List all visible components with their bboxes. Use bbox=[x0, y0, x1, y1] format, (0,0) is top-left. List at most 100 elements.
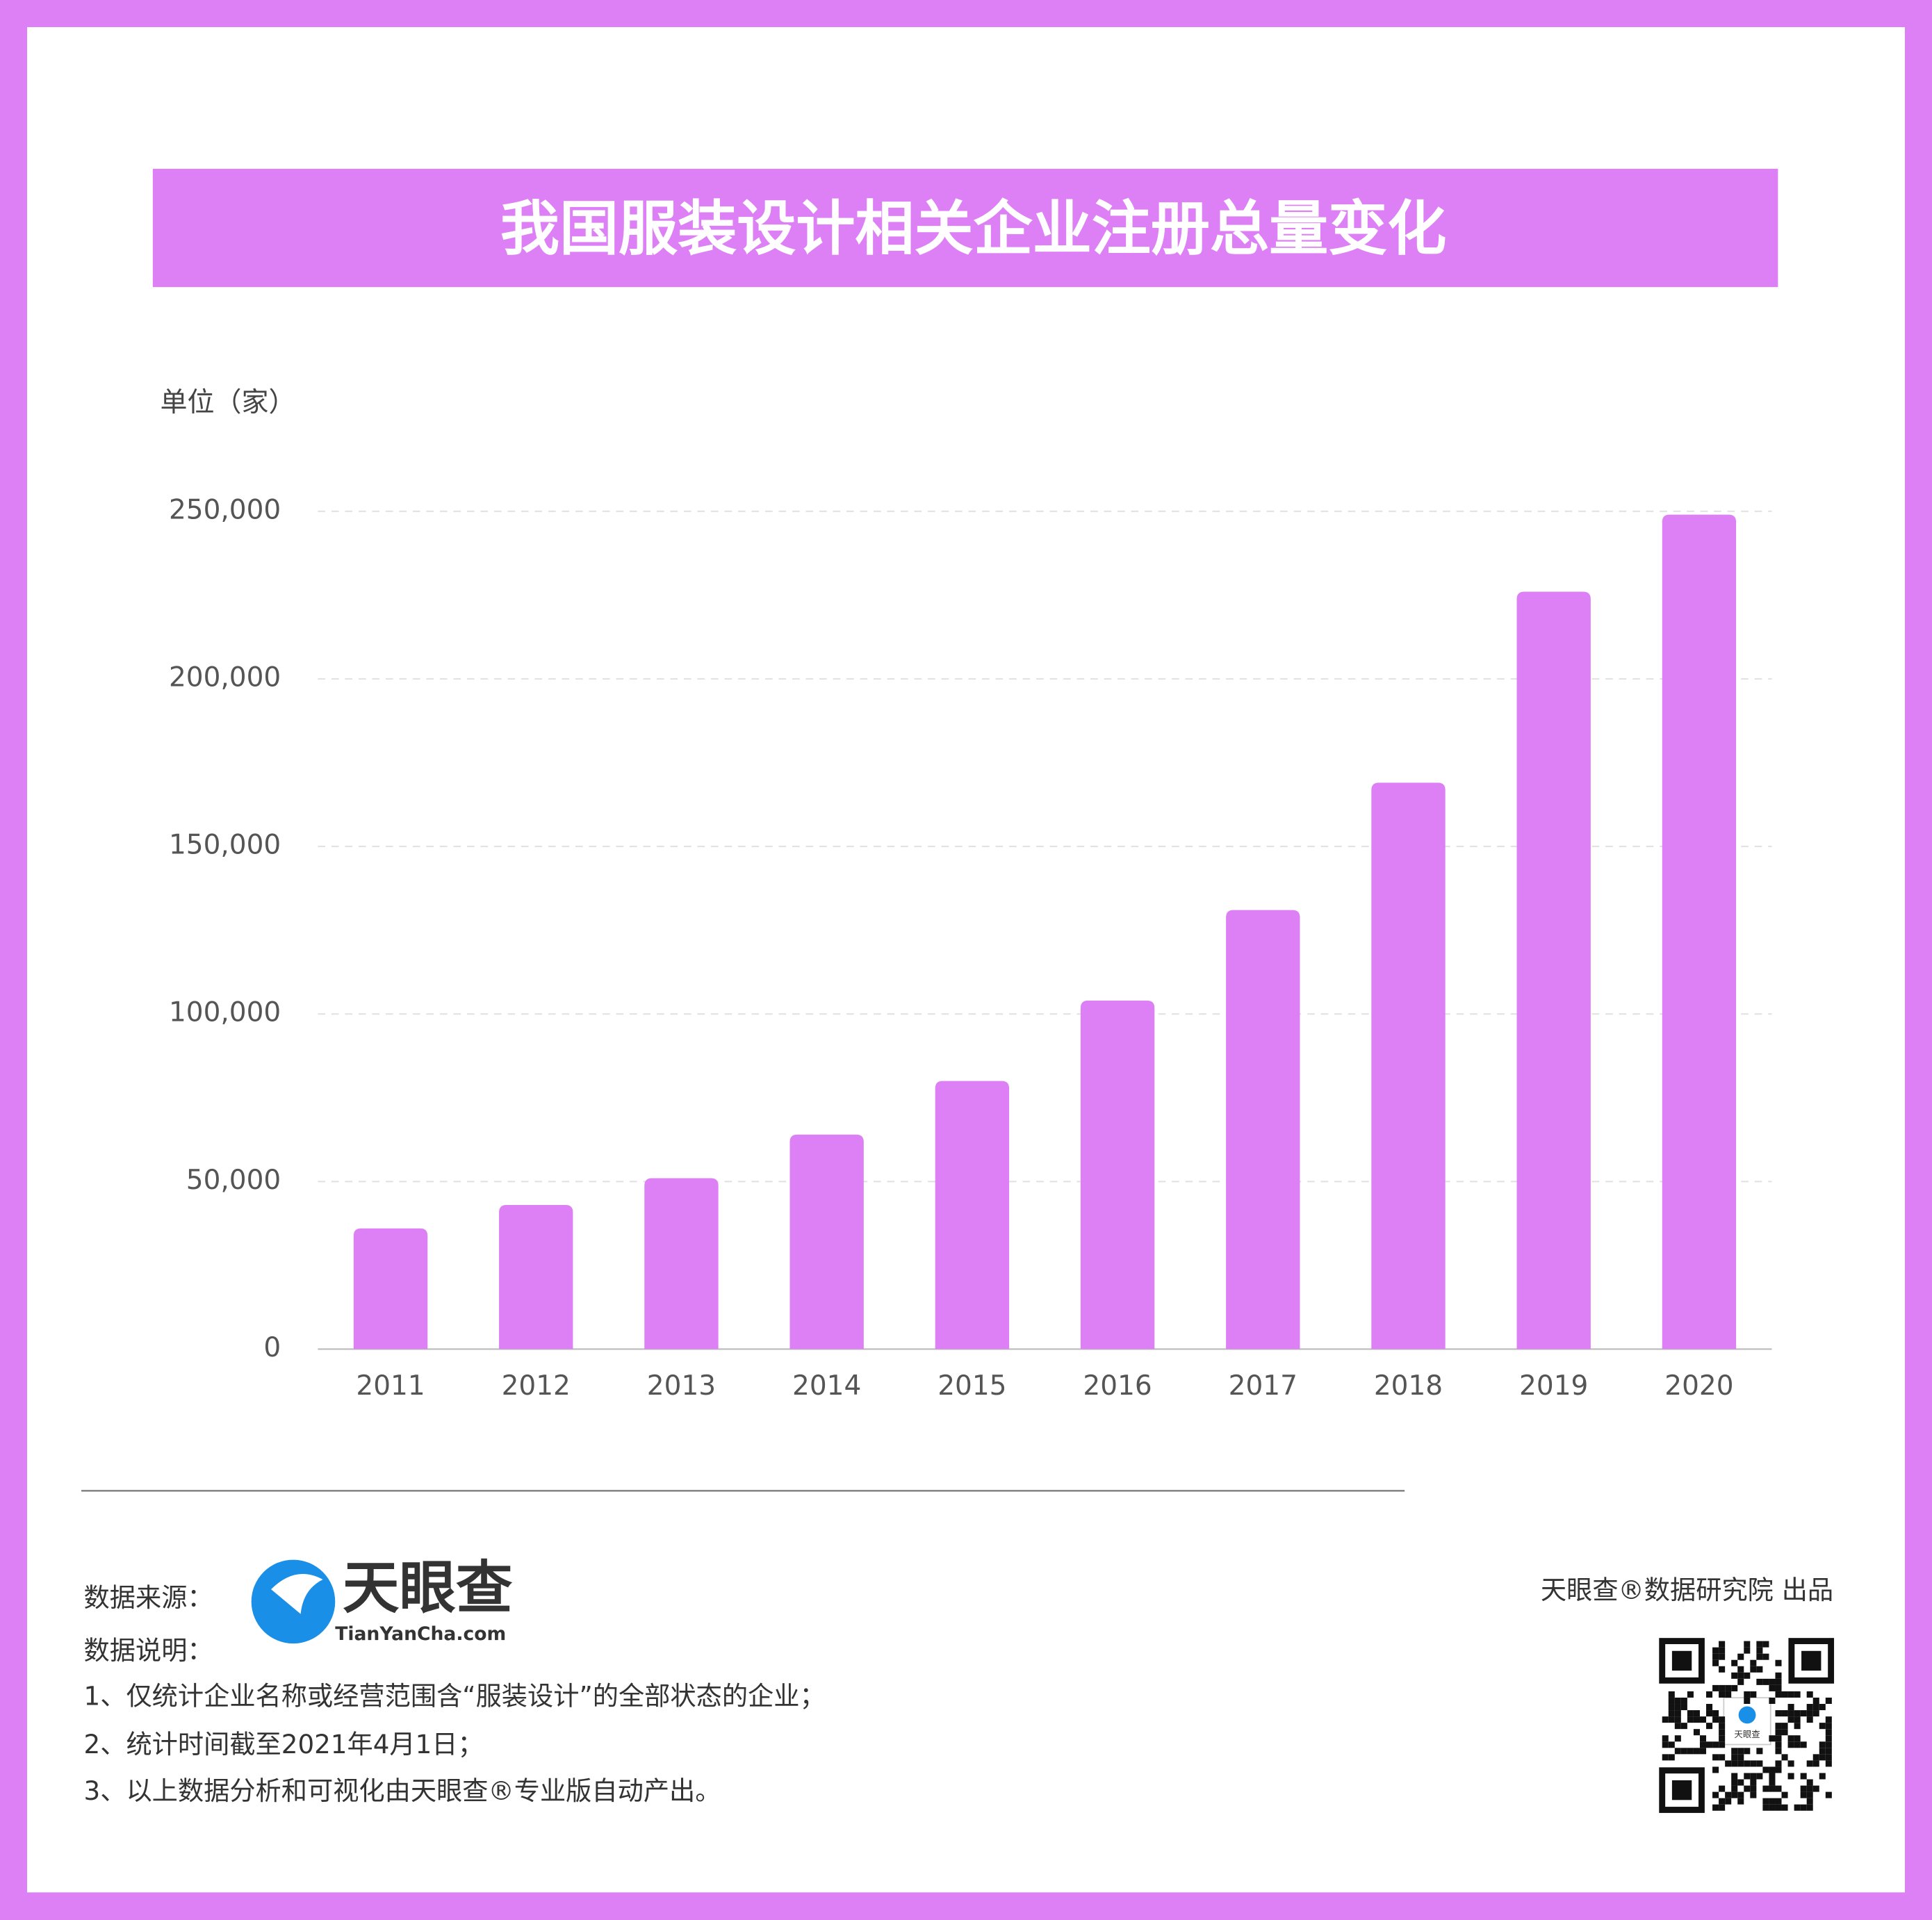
bar bbox=[1080, 1000, 1155, 1349]
qr-module bbox=[1800, 1773, 1807, 1780]
qr-module bbox=[1762, 1804, 1769, 1811]
qr-module bbox=[1680, 1697, 1687, 1705]
qr-module bbox=[1775, 1804, 1782, 1811]
x-tick-label: 2016 bbox=[1083, 1370, 1152, 1402]
qr-module bbox=[1825, 1754, 1832, 1761]
qr-module bbox=[1762, 1766, 1769, 1773]
qr-module bbox=[1781, 1710, 1788, 1717]
qr-module bbox=[1812, 1754, 1819, 1761]
y-unit: 单位（家） bbox=[160, 387, 295, 418]
qr-module bbox=[1712, 1710, 1719, 1717]
qr-module bbox=[1806, 1760, 1813, 1767]
qr-module bbox=[1750, 1773, 1757, 1780]
qr-module bbox=[1762, 1798, 1769, 1805]
x-tick-label: 2012 bbox=[502, 1370, 571, 1402]
x-tick-label: 2020 bbox=[1664, 1370, 1733, 1402]
qr-module bbox=[1712, 1791, 1719, 1798]
qr-module bbox=[1825, 1729, 1832, 1736]
qr-module bbox=[1794, 1735, 1801, 1742]
qr-module bbox=[1787, 1691, 1794, 1698]
x-tick-label: 2014 bbox=[792, 1370, 861, 1402]
qr-module bbox=[1674, 1716, 1681, 1723]
bar bbox=[1226, 910, 1300, 1349]
bar bbox=[1516, 591, 1591, 1349]
chart-title: 我国服装设计相关企业注册总量变化 bbox=[500, 195, 1447, 264]
qr-module bbox=[1737, 1748, 1744, 1755]
qr-module bbox=[1819, 1748, 1826, 1755]
qr-module bbox=[1668, 1716, 1675, 1723]
qr-finder bbox=[1788, 1638, 1835, 1684]
qr-module bbox=[1750, 1760, 1757, 1767]
qr-module bbox=[1706, 1710, 1713, 1717]
y-tick-label: 150,000 bbox=[169, 830, 281, 861]
qr-finder bbox=[1659, 1767, 1705, 1813]
qr-module bbox=[1719, 1647, 1726, 1654]
qr-module bbox=[1819, 1773, 1826, 1780]
qr-module bbox=[1680, 1748, 1687, 1755]
qr-module bbox=[1731, 1659, 1738, 1666]
y-tick-label: 100,000 bbox=[169, 997, 281, 1028]
qr-module bbox=[1775, 1798, 1782, 1805]
note: 1、仅统计企业名称或经营范围含“服装设计”的全部状态的企业； bbox=[84, 1681, 826, 1712]
qr-module bbox=[1781, 1754, 1788, 1761]
panel bbox=[27, 27, 1905, 1893]
qr-module bbox=[1706, 1723, 1713, 1730]
qr-module bbox=[1775, 1785, 1782, 1792]
qr-module bbox=[1787, 1716, 1794, 1723]
qr-module bbox=[1769, 1678, 1776, 1685]
note: 3、以上数据分析和可视化由天眼查®专业版自动产出。 bbox=[84, 1775, 721, 1806]
bar bbox=[1371, 782, 1446, 1349]
qr-module bbox=[1744, 1641, 1751, 1648]
qr-module bbox=[1712, 1716, 1719, 1723]
qr-module bbox=[1819, 1754, 1826, 1761]
qr-module bbox=[1731, 1672, 1738, 1679]
qr-module bbox=[1668, 1710, 1675, 1717]
qr-module bbox=[1775, 1691, 1782, 1698]
qr-module bbox=[1775, 1735, 1782, 1742]
qr-module bbox=[1756, 1678, 1763, 1685]
qr-module bbox=[1825, 1748, 1832, 1755]
x-tick-label: 2011 bbox=[356, 1370, 425, 1402]
qr-module bbox=[1731, 1779, 1738, 1786]
qr-module bbox=[1756, 1760, 1763, 1767]
qr-module bbox=[1719, 1691, 1726, 1698]
qr-module bbox=[1775, 1684, 1782, 1691]
qr-logo-icon bbox=[1738, 1706, 1756, 1724]
qr-module bbox=[1699, 1748, 1707, 1755]
qr-module bbox=[1712, 1659, 1719, 1666]
qr-module bbox=[1737, 1798, 1744, 1805]
qr-module bbox=[1787, 1704, 1794, 1711]
qr-module bbox=[1712, 1804, 1719, 1811]
qr-module bbox=[1819, 1741, 1826, 1748]
bar bbox=[789, 1134, 864, 1349]
bar bbox=[935, 1081, 1010, 1349]
qr-module bbox=[1706, 1704, 1713, 1711]
qr-module bbox=[1699, 1716, 1707, 1723]
qr-module bbox=[1687, 1716, 1694, 1723]
qr-module bbox=[1680, 1704, 1687, 1711]
qr-module bbox=[1769, 1684, 1776, 1691]
qr-module bbox=[1825, 1716, 1832, 1723]
qr-module bbox=[1769, 1735, 1776, 1742]
x-tick-label: 2017 bbox=[1229, 1370, 1297, 1402]
qr-module bbox=[1737, 1754, 1744, 1761]
bar bbox=[353, 1228, 428, 1349]
credit: 天眼查®数据研究院 出品 bbox=[1541, 1575, 1833, 1605]
qr-module bbox=[1674, 1723, 1681, 1730]
logo-text: 天眼查 bbox=[343, 1555, 513, 1621]
qr-module bbox=[1712, 1754, 1719, 1761]
qr-module bbox=[1762, 1678, 1769, 1685]
qr-module bbox=[1719, 1723, 1726, 1730]
qr-module bbox=[1775, 1766, 1782, 1773]
qr-module bbox=[1775, 1741, 1782, 1748]
qr-module bbox=[1737, 1760, 1744, 1767]
logo-sub: TianYanCha.com bbox=[335, 1623, 506, 1645]
qr-module bbox=[1662, 1716, 1669, 1723]
qr-module bbox=[1719, 1684, 1726, 1691]
qr-module bbox=[1719, 1716, 1726, 1723]
bar bbox=[499, 1205, 573, 1349]
qr-module bbox=[1693, 1729, 1700, 1736]
qr-module bbox=[1737, 1653, 1744, 1660]
qr-module bbox=[1674, 1748, 1681, 1755]
